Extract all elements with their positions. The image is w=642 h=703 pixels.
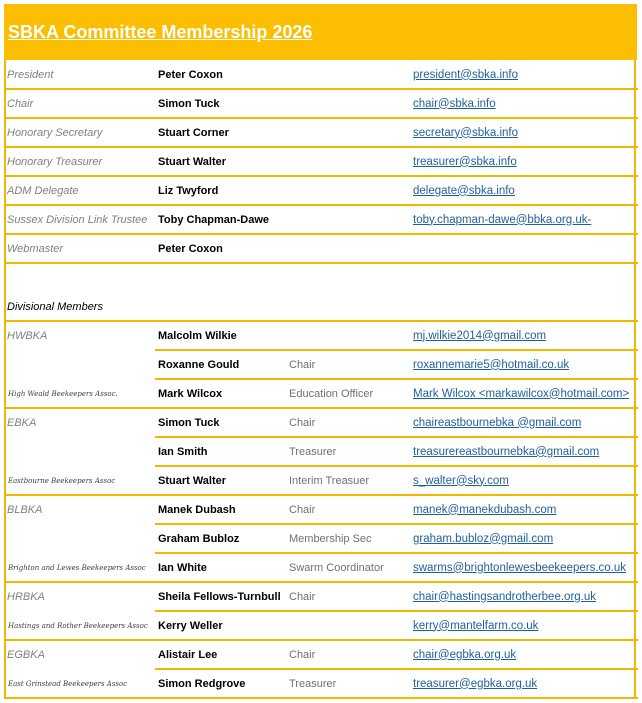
division-name: Brighton and Lewes Beekeepers Assoc [8,563,146,572]
division-code: EBKA [7,416,37,429]
name: Simon Tuck [158,97,220,110]
name: Ian Smith [158,445,208,458]
role: Webmaster [7,242,64,255]
section-heading: Divisional Members [7,301,103,313]
division-name: Eastbourne Beekeepers Assoc [8,476,116,485]
row-line [155,465,638,467]
name: Sheila Fellows-Turnbull [158,590,281,603]
title: SBKA Committee Membership 2026 [8,22,313,42]
row-line [4,639,638,641]
name: Alistair Lee [158,648,218,661]
row-line [4,233,638,235]
name: Mark Wilcox [158,387,223,400]
position: Chair [289,590,316,603]
role: Honorary Secretary [7,126,103,139]
email[interactable]: Mark Wilcox <markawilcox@hotmail.com> [413,387,630,400]
name: Roxanne Gould [158,358,240,371]
division-code: BLBKA [7,503,43,516]
name: Ian White [158,561,207,574]
division-code: HWBKA [7,329,48,342]
position: Chair [289,358,316,371]
email[interactable]: president@sbka.info [413,68,519,81]
position: Interim Treasuer [289,474,370,487]
row-line [4,204,638,206]
row-line [4,175,638,177]
position: Chair [289,416,316,429]
email[interactable]: chaireastbournebka @gmail.com [413,416,582,429]
row-line [155,668,638,670]
division-name: East Grinstead Beekeepers Assoc [8,679,128,688]
row-line [4,146,638,148]
row-line [4,697,638,699]
division-code: HRBKA [7,590,45,603]
name: Peter Coxon [158,242,223,255]
email[interactable]: treasurer@sbka.info [413,155,517,168]
table-border [4,4,636,698]
position: Chair [289,503,316,516]
role: Chair [7,97,34,110]
email[interactable]: swarms@brightonlewesbeekeepers.co.uk [413,561,627,574]
row-line [4,407,638,409]
division-name: High Weald Beekeepers Assoc. [8,389,118,398]
name: Liz Twyford [158,184,219,197]
position: Education Officer [289,387,374,400]
email[interactable]: treasurer@egbka.org.uk [413,677,538,690]
email[interactable]: kerry@mantelfarm.co.uk [413,619,539,632]
email[interactable]: delegate@sbka.info [413,184,515,197]
email[interactable]: secretary@sbka.info [413,126,518,139]
header-bar [4,4,637,60]
role: ADM Delegate [7,184,79,197]
email[interactable]: treasurereastbournebka@gmail.com [413,445,600,458]
name: Graham Bubloz [158,532,240,545]
role: Honorary Treasurer [7,155,103,168]
name: Kerry Weller [158,619,223,632]
name: Stuart Walter [158,155,227,168]
position: Treasurer [289,445,337,458]
email[interactable]: chair@hastingsandrotherbee.org.uk [413,590,597,603]
row-line [155,523,638,525]
row-line [155,552,638,554]
row-line [155,610,638,612]
email[interactable]: roxannemarie5@hotmail.co.uk [413,358,570,371]
row-line [4,88,638,90]
position: Swarm Coordinator [289,561,384,574]
row-line [155,349,638,351]
name: Stuart Corner [158,126,229,139]
email[interactable]: mj.wilkie2014@gmail.com [413,329,547,342]
name: Toby Chapman-Dawe [158,213,270,226]
name: Simon Tuck [158,416,220,429]
position: Membership Sec [289,532,372,545]
row-line [4,320,638,322]
row-line [155,436,638,438]
name: Manek Dubash [158,503,236,516]
position: Treasurer [289,677,337,690]
name: Malcolm Wilkie [158,329,237,342]
email[interactable]: chair@egbka.org.uk [413,648,517,661]
position: Chair [289,648,316,661]
row-line [155,378,638,380]
email[interactable]: chair@sbka.info [413,97,496,110]
email[interactable]: toby.chapman-dawe@bbka.org.uk- [413,213,592,226]
row-line [4,494,638,496]
row-line [4,117,638,119]
division-name: Hastings and Rother Beekeepers Assoc [8,621,148,630]
name: Simon Redgrove [158,677,246,690]
row-line [4,581,638,583]
email[interactable]: manek@manekdubash.com [413,503,557,516]
division-code: EGBKA [7,648,45,661]
name: Peter Coxon [158,68,223,81]
email[interactable]: s_walter@sky.com [413,474,509,487]
role: Sussex Division Link Trustee [7,213,148,226]
email[interactable]: graham.bubloz@gmail.com [413,532,554,545]
name: Stuart Walter [158,474,227,487]
row-line [4,262,638,264]
role: President [7,68,54,81]
